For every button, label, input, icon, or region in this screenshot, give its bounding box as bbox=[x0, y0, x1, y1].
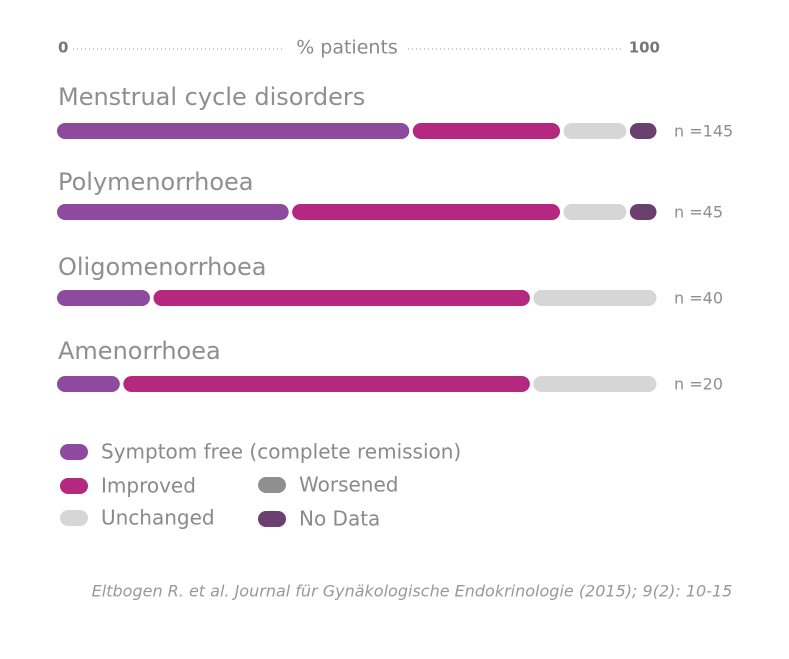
bar-segment bbox=[153, 290, 530, 306]
category-label: Polymenorrhoea bbox=[58, 168, 253, 196]
bar-segment bbox=[533, 290, 657, 306]
legend-swatch bbox=[258, 477, 286, 493]
legend-label: Improved bbox=[101, 474, 196, 498]
bar-segment bbox=[412, 123, 561, 139]
category-label: Oligomenorrhoea bbox=[58, 253, 266, 281]
bar-segment bbox=[57, 204, 289, 220]
legend-label: Symptom free (complete remission) bbox=[101, 440, 461, 464]
bar-segment bbox=[629, 204, 657, 220]
n-label: n =40 bbox=[674, 289, 723, 308]
n-label: n =45 bbox=[674, 203, 723, 222]
legend-swatch bbox=[258, 511, 286, 527]
bar-segment bbox=[629, 123, 657, 139]
x-tick-label: 0 bbox=[58, 39, 68, 57]
bar-segment bbox=[563, 123, 627, 139]
bar-segment bbox=[123, 376, 530, 392]
legend-label: Unchanged bbox=[101, 506, 215, 530]
legend-swatch bbox=[60, 510, 88, 526]
bar-segment bbox=[563, 204, 627, 220]
legend-swatch bbox=[60, 478, 88, 494]
bar-segment bbox=[57, 376, 120, 392]
legend-label: No Data bbox=[299, 507, 380, 531]
n-label: n =20 bbox=[674, 375, 723, 394]
category-label: Menstrual cycle disorders bbox=[58, 83, 365, 111]
legend-label: Worsened bbox=[299, 473, 398, 497]
legend-swatch bbox=[60, 444, 88, 460]
bar-segment bbox=[292, 204, 561, 220]
source: Eltbogen R. et al. Journal für Gynäkolog… bbox=[92, 582, 733, 601]
x-axis-label: % patients bbox=[296, 37, 398, 59]
category-label: Amenorrhoea bbox=[58, 337, 221, 365]
bar-segment bbox=[57, 123, 410, 139]
n-label: n =145 bbox=[674, 122, 733, 141]
bar-segment bbox=[533, 376, 657, 392]
bar-segment bbox=[57, 290, 150, 306]
x-tick-label: 100 bbox=[629, 39, 660, 57]
